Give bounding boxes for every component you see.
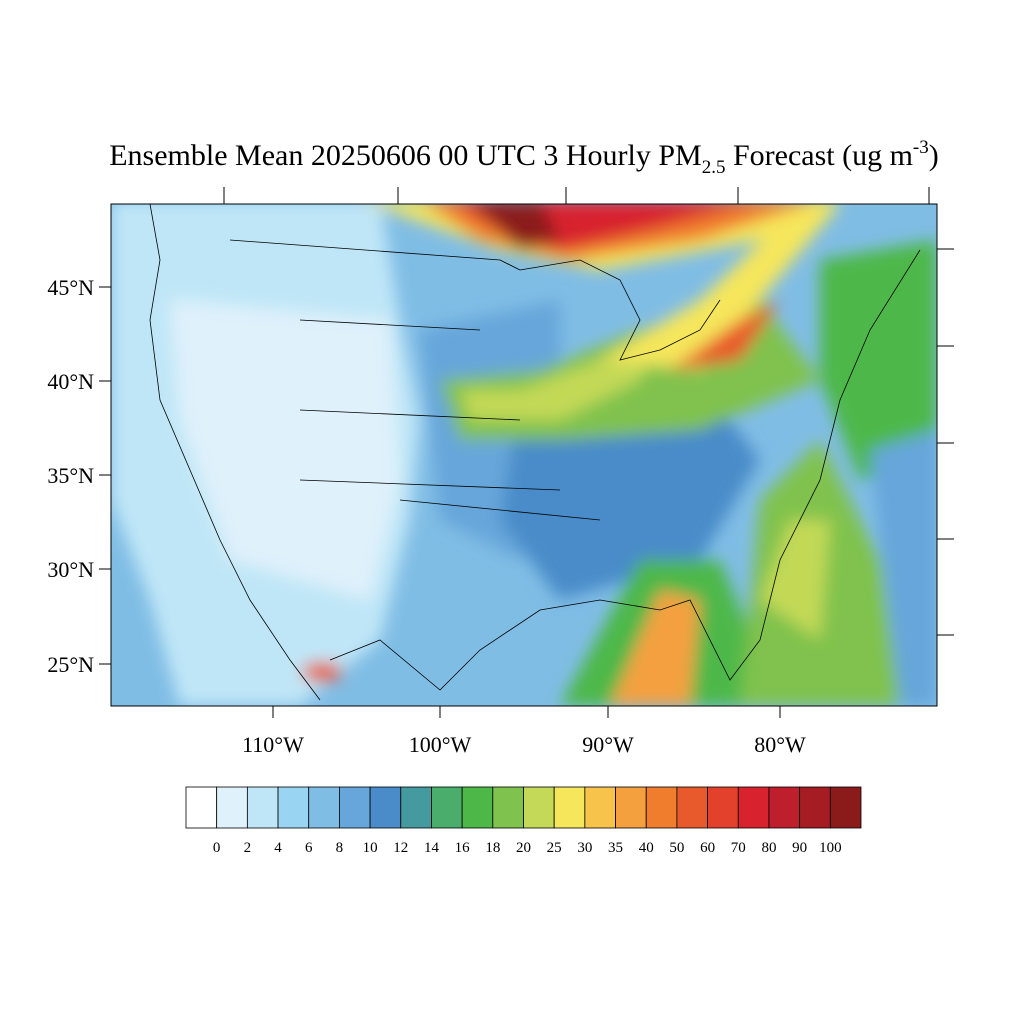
colorbar-label: 80 (761, 840, 776, 856)
lon-label: 110°W (242, 732, 304, 757)
lat-label: 25°N (47, 652, 94, 677)
colorbar-cell (400, 786, 432, 829)
lon-labels: 110°W 100°W 90°W 80°W (242, 732, 806, 757)
colorbar-cell (308, 786, 340, 829)
colorbar-cell (461, 786, 494, 829)
colorbar-label: 2 (244, 840, 252, 856)
lat-labels: 45°N 40°N 35°N 30°N 25°N (47, 275, 94, 677)
title: Ensemble Mean 20250606 00 UTC 3 Hourly P… (109, 137, 939, 178)
title-middle: Forecast (ug m (725, 139, 912, 172)
lat-label: 40°N (47, 369, 94, 394)
colorbar-cell (676, 786, 708, 829)
colorbar-cell (492, 786, 524, 829)
colorbar-label: 0 (213, 840, 221, 856)
colorbar-label: 35 (608, 840, 623, 856)
colorbar-cell (431, 786, 463, 829)
title-sup: -3 (913, 137, 929, 158)
colorbar-cell (553, 786, 586, 829)
colorbar-cell (246, 786, 279, 829)
colorbar-label: 20 (516, 840, 531, 856)
colorbar-cell (737, 786, 770, 829)
colorbar-cell (707, 786, 739, 829)
colorbar-label: 8 (336, 840, 344, 856)
lon-label: 80°W (754, 732, 806, 757)
lat-label: 45°N (47, 275, 94, 300)
pm25-field (111, 204, 937, 706)
colorbar-label: 4 (274, 840, 282, 856)
colorbar-label: 18 (485, 840, 500, 856)
lat-label: 35°N (47, 463, 94, 488)
colorbar-cell (523, 786, 555, 829)
colorbar-label: 40 (639, 840, 654, 856)
lat-label: 30°N (47, 557, 94, 582)
colorbar-cell (615, 786, 647, 829)
colorbar-cell (799, 786, 831, 829)
colorbar-cell (584, 786, 616, 829)
colorbar-label: 30 (577, 840, 592, 856)
colorbar-label: 100 (819, 840, 842, 856)
colorbar-cell (369, 786, 402, 829)
colorbar-label: 90 (792, 840, 807, 856)
colorbar-label: 25 (547, 840, 562, 856)
colorbar-cell (277, 786, 310, 829)
colorbar-label: 70 (731, 840, 746, 856)
map-frame (110, 203, 938, 707)
colorbar-label: 6 (305, 840, 313, 856)
title-end: ) (929, 139, 939, 172)
colorbar-label: 16 (455, 840, 471, 856)
colorbar-label: 60 (700, 840, 715, 856)
colorbar-label: 50 (669, 840, 684, 856)
colorbar-cell (829, 786, 862, 829)
title-main: Ensemble Mean 20250606 00 UTC 3 Hourly P… (109, 139, 701, 172)
colorbar-label: 12 (393, 840, 408, 856)
colorbar-cell (768, 786, 801, 829)
frame-ticks (99, 187, 954, 718)
colorbar-label: 10 (363, 840, 378, 856)
coastlines (149, 204, 921, 701)
colorbar-cell (645, 786, 678, 829)
lon-label: 90°W (582, 732, 634, 757)
colorbar-cell (339, 786, 371, 829)
colorbar-cell (216, 786, 248, 829)
colorbar-label: 14 (424, 840, 440, 856)
lon-label: 100°W (409, 732, 472, 757)
title-sub: 2.5 (702, 157, 726, 178)
colorbar: 0 2 4 6 8 10 12 14 16 18 20 25 30 35 40 50 60 70 80 90 100 (185, 786, 862, 856)
colorbar-cell (185, 786, 218, 829)
